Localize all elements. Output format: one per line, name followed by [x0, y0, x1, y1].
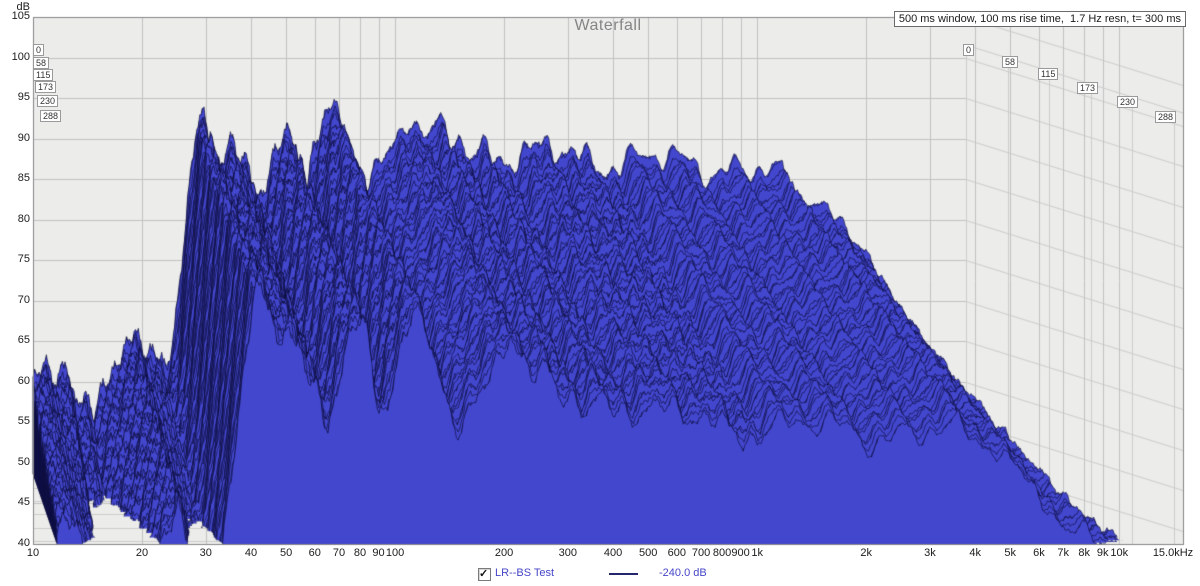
x-tick-label: 10k	[1110, 547, 1129, 559]
x-tick-label: 60	[308, 547, 321, 559]
x-tick-label: 1k	[751, 547, 763, 559]
y-tick-label: 50	[17, 455, 30, 468]
x-tick-label: 100	[385, 547, 405, 559]
x-tick-label: 4k	[969, 547, 981, 559]
time-label-left: 230	[37, 95, 59, 107]
y-tick-label: 45	[17, 496, 30, 509]
x-tick-label: 8k	[1078, 547, 1090, 559]
y-tick-label: 55	[17, 415, 30, 428]
time-label-right: 0	[963, 44, 975, 56]
x-tick-label: 10	[26, 547, 40, 559]
x-tick-label: 5k	[1004, 547, 1017, 559]
x-tick-label: 70	[332, 547, 346, 559]
time-label-left: 173	[35, 81, 57, 93]
x-tick-label: 400	[603, 547, 623, 559]
x-tick-label: 200	[494, 547, 514, 559]
x-tick-label: 90	[372, 547, 385, 559]
x-tick-label: 40	[244, 547, 258, 559]
x-tick-label: 7k	[1057, 547, 1069, 559]
x-tick-label: 50	[279, 547, 293, 559]
y-axis-unit: dB	[16, 1, 30, 13]
trace-checkbox[interactable]: ✓	[478, 568, 491, 581]
x-tick-label: 80	[353, 547, 367, 559]
x-tick-label: 2k	[860, 547, 872, 559]
y-tick-label: 105	[11, 10, 30, 22]
x-tick-label: 500	[638, 547, 658, 559]
y-tick-label: 60	[17, 374, 30, 387]
time-label-right: 288	[1155, 111, 1177, 123]
y-tick-label: 80	[17, 212, 30, 225]
x-tick-label: 6k	[1033, 547, 1045, 559]
time-label-right: 58	[1002, 56, 1019, 68]
info-box: 500 ms window, 100 ms rise time, 1.7 Hz …	[893, 11, 1186, 27]
x-tick-label: 3k	[924, 547, 936, 559]
time-label-right: 230	[1117, 96, 1139, 108]
x-tick-label: 800	[712, 547, 732, 559]
x-tick-label: 15.0kHz	[1152, 547, 1194, 559]
y-tick-label: 40	[17, 537, 30, 549]
y-tick-label: 90	[17, 131, 30, 144]
trace-label: LR--BS Test	[495, 567, 555, 579]
x-tick-label: 600	[667, 547, 686, 559]
x-tick-label: 30	[199, 547, 212, 559]
legend-line-sample	[609, 573, 638, 575]
time-label-right: 115	[1038, 68, 1059, 80]
time-label-left: 288	[40, 110, 62, 122]
x-tick-label: 900	[731, 547, 750, 559]
checkbox-check-icon: ✓	[479, 568, 489, 580]
x-tick-label: 700	[691, 547, 711, 559]
x-tick-label: 300	[558, 547, 577, 559]
plot-title: Waterfall	[574, 17, 642, 34]
floor-level-label: -240.0 dB	[659, 567, 707, 579]
y-tick-label: 75	[17, 253, 30, 266]
x-tick-label: 20	[135, 547, 149, 559]
time-label-left: 58	[33, 57, 50, 69]
y-tick-label: 70	[17, 293, 30, 306]
y-tick-label: 95	[17, 91, 30, 104]
y-tick-label: 65	[17, 334, 30, 347]
time-label-right: 173	[1077, 82, 1099, 94]
y-tick-label: 85	[17, 172, 30, 185]
time-label-left: 115	[33, 69, 54, 81]
y-tick-label: 100	[11, 50, 30, 63]
time-label-left: 0	[33, 44, 45, 56]
x-tick-label: 9k	[1096, 547, 1109, 559]
